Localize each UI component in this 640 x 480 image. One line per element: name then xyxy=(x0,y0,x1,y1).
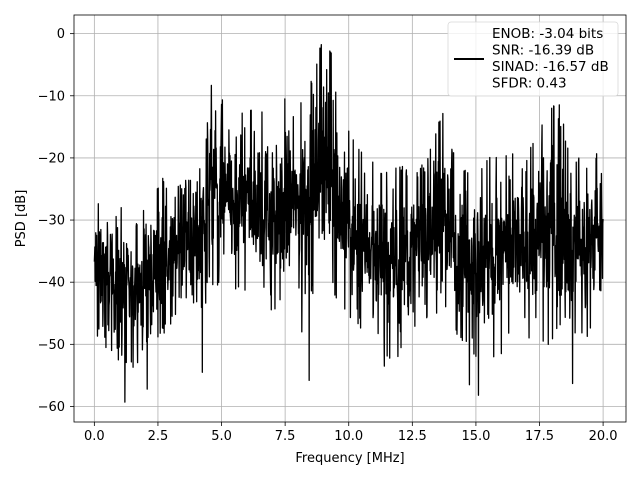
x-tick-label: 2.5 xyxy=(148,429,169,444)
y-tick-label: −40 xyxy=(38,276,65,291)
legend-entry: ENOB: -3.04 bits SNR: -16.39 dB SINAD: -16… xyxy=(492,26,609,92)
legend: ENOB: -3.04 bits SNR: -16.39 dB SINAD: -16… xyxy=(447,21,619,97)
y-tick-label: −10 xyxy=(38,89,65,104)
x-tick-label: 0.0 xyxy=(84,429,105,444)
x-axis-label: Frequency [MHz] xyxy=(295,451,404,466)
y-tick-label: −60 xyxy=(38,400,65,415)
psd-series-line xyxy=(93,44,604,403)
x-axis-ticks: 0.0 2.5 5.0 7.5 10.0 12.5 15.0 17.5 20.0 xyxy=(84,422,618,444)
legend-box xyxy=(447,21,619,97)
y-axis-ticks: 0 −10 −20 −30 −40 −50 −60 xyxy=(38,27,74,415)
x-tick-label: 17.5 xyxy=(525,429,554,444)
x-tick-label: 5.0 xyxy=(211,429,232,444)
y-axis-label: PSD [dB] xyxy=(14,190,29,248)
x-tick-label: 10.0 xyxy=(334,429,363,444)
y-tick-label: −50 xyxy=(38,338,65,353)
plot-frame xyxy=(73,14,627,423)
y-tick-label: −30 xyxy=(38,214,65,229)
y-tick-label: −20 xyxy=(38,151,65,166)
x-tick-label: 7.5 xyxy=(275,429,296,444)
series-group xyxy=(93,44,604,403)
x-tick-label: 12.5 xyxy=(398,429,427,444)
x-tick-label: 20.0 xyxy=(589,429,618,444)
y-tick-label: 0 xyxy=(57,27,65,42)
x-tick-label: 15.0 xyxy=(461,429,490,444)
